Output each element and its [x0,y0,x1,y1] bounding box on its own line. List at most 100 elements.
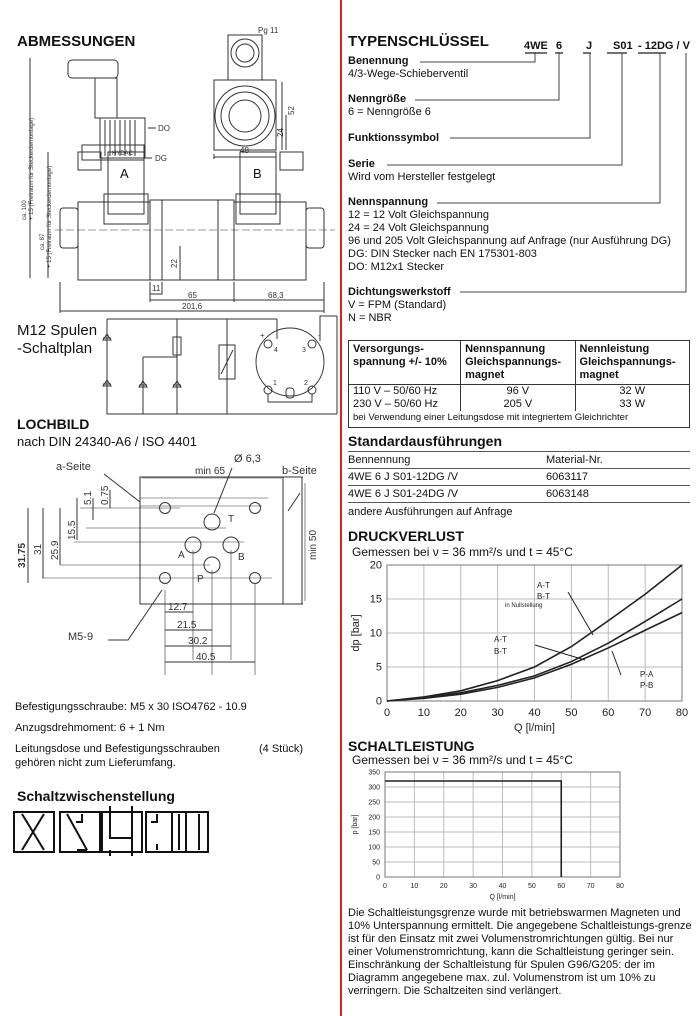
x-tick-label: 70 [587,883,595,890]
x-tick-label: 50 [528,883,536,890]
svg-text:+: + [260,331,265,340]
series-label: B-T [537,592,550,601]
m12-circuit-diagram: + - 4 3 1 2 [102,315,338,415]
code-size: 6 [556,40,563,52]
svg-text:P: P [197,574,204,585]
schaltzwischen-title: Schaltzwischenstellung [17,788,175,804]
schaltplan-title-line1: M12 Spulen [17,322,98,339]
leader-line [611,650,622,676]
svg-text:A: A [120,166,129,181]
svg-text:48: 48 [240,146,249,155]
svg-text:5.1: 5.1 [83,491,94,505]
x-tick-label: 50 [565,707,577,719]
svg-text:-: - [318,331,321,340]
y-tick-label: 20 [370,560,382,572]
plot-frame [386,564,683,702]
svg-text:HYDAC: HYDAC [112,151,134,157]
svg-text:11: 11 [152,284,161,293]
svg-text:ca. 87: ca. 87 [40,233,46,250]
x-tick-label: 60 [602,707,614,719]
series-line-0 [386,564,683,702]
group-label-dichtung: Dichtungswerkstoff [348,286,451,298]
series-line-0 [385,780,563,877]
dimension-drawing: HYDAC DO Pg 11 52 24 48 ca. 100 + 15 (Fr… [22,26,335,313]
svg-text:25.9: 25.9 [50,540,61,560]
plot-frame [384,771,621,878]
x-tick-label: 0 [384,707,390,719]
svg-text:Ø 6,3: Ø 6,3 [234,453,261,465]
y-tick-label: 10 [370,628,382,640]
svg-text:3: 3 [302,347,306,354]
y-tick-label: 0 [376,874,380,881]
y-tick-label: 250 [368,799,380,806]
svg-text:min 65: min 65 [195,466,225,477]
svg-text:A: A [178,550,185,561]
svg-text:DG: DG [155,154,167,163]
svg-text:ca. 100: ca. 100 [22,200,28,220]
note-scope-line2: gehören nicht zum Lieferumfang. [15,757,176,769]
x-tick-label: 20 [440,883,448,890]
table-row: 4WE 6 J S01-12DG /V 6063117 [348,469,690,486]
series-label: P-B [640,681,653,690]
standard-table: Bennennung Material-Nr. 4WE 6 J S01-12DG … [348,451,690,519]
x-axis-label: Q [l/min] [514,722,555,734]
note-count: (4 Stück) [259,743,304,755]
svg-text:M5-9: M5-9 [68,631,93,643]
svg-text:b-Seite: b-Seite [282,465,317,477]
x-tick-label: 80 [616,883,624,890]
table-row: 230 V – 50/60 Hz 205 V 33 W [349,398,690,411]
series-label: A-T [494,635,507,644]
note-torque: Anzugsdrehmoment: 6 + 1 Nm [15,722,165,734]
table-row: 4WE 6 J S01-24DG /V 6063148 [348,486,690,503]
druckverlust-subtitle: Gemessen bei ν = 36 mm²/s und t = 45°C [352,545,573,559]
series-label: in Nullstellung [505,603,542,609]
y-tick-label: 0 [376,696,382,708]
switching-symbol [13,806,209,856]
x-tick-label: 40 [528,707,540,719]
series-line-1 [386,598,683,702]
series-line-2 [386,611,683,702]
x-tick-label: 0 [383,883,387,890]
svg-text:68,3: 68,3 [268,291,284,300]
table-note-row: bei Verwendung einer Leitungsdose mit in… [353,412,629,423]
group-label-nennspannung: Nennspannung [348,196,429,208]
group-line: 24 = 24 Volt Gleichspannung [348,222,489,234]
svg-text:12.7: 12.7 [168,602,188,613]
svg-text:4: 4 [274,347,278,354]
y-tick-label: 5 [376,662,382,674]
group-line: DG: DIN Stecker nach EN 175301-803 [348,248,537,260]
schaltleistung-title: SCHALTLEISTUNG [348,738,475,754]
table-row: 110 V – 50/60 Hz 96 V 32 W [349,384,690,398]
code-serie: S01 [613,40,633,52]
svg-text:1: 1 [273,380,277,387]
table-header-row: Bennennung Material-Nr. [348,452,690,469]
schaltleistung-paragraph: Die Schaltleistungsgrenze wurde mit betr… [348,907,692,997]
group-line: V = FPM (Standard) [348,299,447,311]
group-label-nenngroesse: Nenngröße [348,93,407,105]
svg-text:22: 22 [170,259,179,268]
svg-text:24: 24 [276,128,285,137]
svg-text:2: 2 [304,380,308,387]
y-tick-label: 350 [368,769,380,776]
schaltplan-title-line2: -Schaltplan [17,340,93,357]
mounting-pattern-drawing: a-Seite b-Seite Ø 6,3 M5-9 min 65 min 50… [17,453,319,675]
group-label-funktionssymbol: Funktionssymbol [348,132,440,144]
svg-text:a-Seite: a-Seite [56,461,91,473]
svg-text:+ 15 (Freiraum für Steckerdemo: + 15 (Freiraum für Steckerdemontage) [29,118,35,220]
standard-title: Standardausführungen [348,433,503,449]
abmessungen-title: ABMESSUNGEN [17,33,136,50]
druckverlust-title: DRUCKVERLUST [348,528,464,544]
y-tick-label: 15 [370,594,382,606]
y-tick-label: 300 [368,784,380,791]
y-tick-label: 200 [368,814,380,821]
group-line: 6 = Nenngröße 6 [348,106,431,118]
code-symbol: J [586,40,593,52]
schaltplan-title: M12 Spulen -Schaltplan [17,322,97,358]
svg-text:15.5: 15.5 [67,520,78,540]
leader-line [567,591,594,636]
x-tick-label: 20 [455,707,467,719]
svg-text:min 50: min 50 [308,530,319,560]
y-tick-label: 150 [368,829,380,836]
svg-text:21.5: 21.5 [177,620,197,631]
